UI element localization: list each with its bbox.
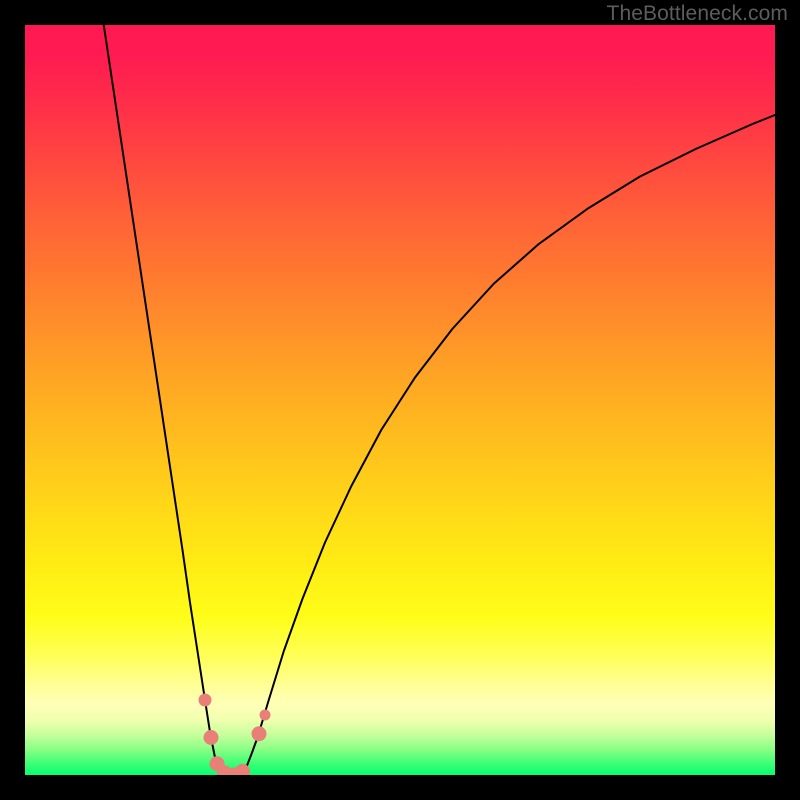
chart-container: TheBottleneck.com: [0, 0, 800, 800]
marker-point: [260, 710, 270, 720]
marker-point: [236, 764, 250, 775]
marker-point: [252, 727, 266, 741]
bottleneck-curve: [104, 25, 775, 775]
curve-markers: [199, 694, 270, 775]
watermark-text: TheBottleneck.com: [607, 2, 788, 26]
marker-point: [199, 694, 211, 706]
curve-layer: [25, 25, 775, 775]
marker-point: [204, 731, 218, 745]
plot-area: [25, 25, 775, 775]
